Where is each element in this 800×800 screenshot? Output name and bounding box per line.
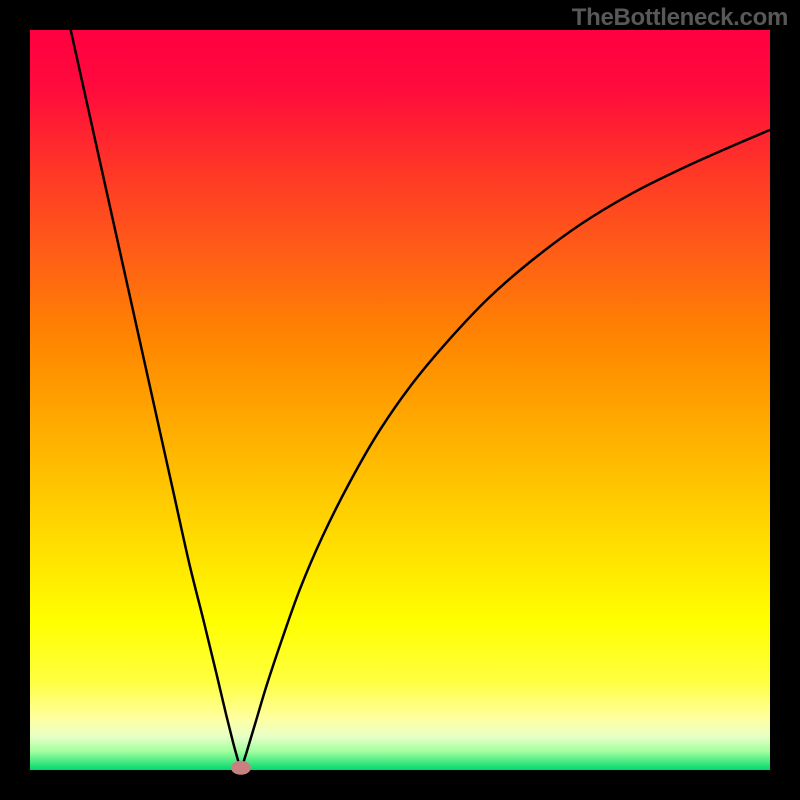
minimum-marker <box>231 761 251 775</box>
chart-container: TheBottleneck.com <box>0 0 800 800</box>
chart-svg <box>0 0 800 800</box>
